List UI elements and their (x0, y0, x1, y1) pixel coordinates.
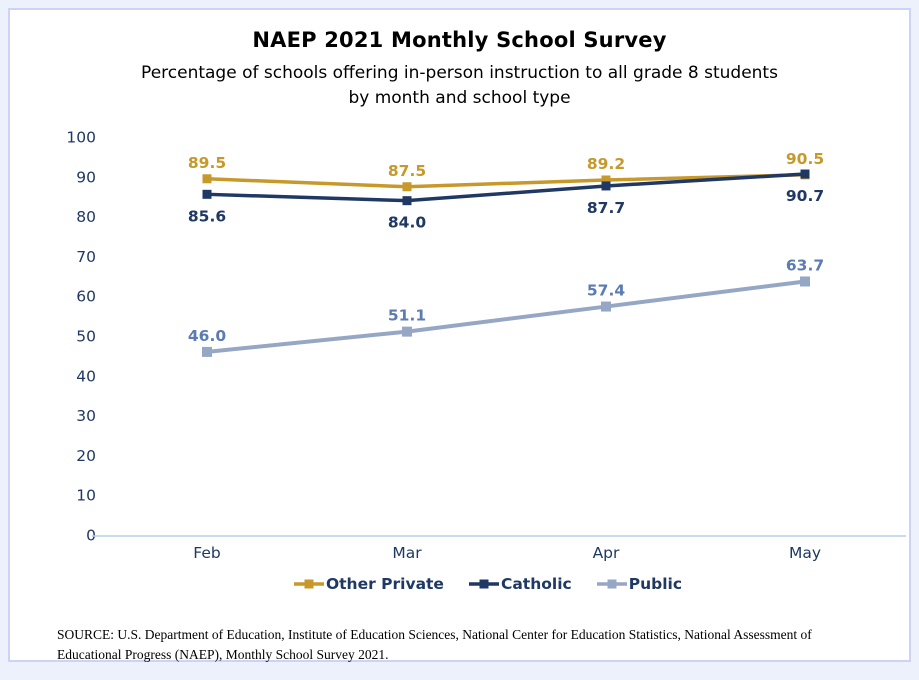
legend-marker-catholic-icon (468, 579, 499, 589)
legend-marker-other-private-icon (293, 579, 324, 589)
chart-subtitle: Percentage of schools offering in-person… (10, 61, 909, 111)
value-label-other-private-feb: 89.5 (188, 154, 226, 172)
chart-legend: Other Private Catholic Public (38, 575, 919, 593)
legend-label-catholic: Catholic (500, 575, 572, 593)
line-chart-plot: 0 10 20 30 40 50 60 70 80 90 100 Feb Mar Apr May 89.5 87… (66, 129, 906, 562)
x-label-apr: Apr (593, 544, 620, 562)
point-catholic-mar (402, 196, 412, 206)
x-label-mar: Mar (392, 544, 422, 562)
value-label-other-private-mar: 87.5 (388, 162, 426, 180)
value-label-public-feb: 46.0 (188, 327, 226, 345)
y-tick-0: 0 (86, 527, 96, 545)
series-line-catholic (206, 172, 806, 203)
value-label-catholic-apr: 87.7 (587, 199, 625, 217)
y-tick-40: 40 (76, 367, 96, 385)
y-tick-60: 60 (76, 288, 96, 306)
legend-item-other-private: Other Private (293, 575, 444, 593)
legend-item-catholic: Catholic (468, 575, 572, 593)
legend-item-public: Public (596, 575, 682, 593)
point-catholic-apr (601, 181, 611, 191)
series-line-public (206, 279, 806, 354)
y-tick-90: 90 (76, 168, 96, 186)
series-other-private: 89.5 87.5 89.2 90.5 (188, 150, 824, 192)
y-tick-10: 10 (76, 487, 96, 505)
value-label-other-private-apr: 89.2 (587, 155, 625, 173)
point-catholic-may (800, 169, 810, 179)
legend-label-public: Public (628, 575, 683, 593)
value-label-public-may: 63.7 (786, 256, 824, 274)
legend-label-other-private: Other Private (325, 575, 444, 593)
series-public: 46.0 51.1 57.4 63.7 (188, 256, 824, 357)
source-note: SOURCE: U.S. Department of Education, In… (57, 625, 892, 665)
value-label-other-private-may: 90.5 (786, 150, 824, 168)
value-label-catholic-may: 90.7 (786, 187, 824, 205)
point-public-may (800, 276, 810, 287)
legend-marker-public-icon (596, 579, 627, 589)
point-public-apr (601, 301, 611, 312)
y-tick-80: 80 (76, 208, 96, 226)
point-public-feb (202, 346, 212, 357)
point-public-mar (402, 326, 412, 337)
x-label-feb: Feb (193, 544, 220, 562)
point-other-private-apr (601, 175, 611, 185)
value-label-catholic-feb: 85.6 (188, 207, 226, 225)
point-other-private-mar (402, 182, 412, 192)
series-line-other-private (206, 173, 806, 189)
chart-page: NAEP 2021 Monthly School Survey Percenta… (8, 8, 911, 662)
point-other-private-feb (202, 174, 212, 184)
source-note-line1: SOURCE: U.S. Department of Education, In… (57, 627, 812, 642)
value-label-public-mar: 51.1 (388, 307, 426, 325)
y-tick-70: 70 (76, 248, 96, 266)
value-label-catholic-mar: 84.0 (388, 214, 426, 232)
chart-subtitle-line2: by month and school type (348, 88, 571, 108)
y-tick-100: 100 (66, 129, 96, 147)
source-note-line2: Educational Progress (NAEP), Monthly Sch… (57, 647, 389, 662)
x-label-may: May (789, 544, 821, 562)
series-catholic: 85.6 84.0 87.7 90.7 (188, 169, 824, 232)
value-label-public-apr: 57.4 (587, 282, 625, 300)
chart-subtitle-line1: Percentage of schools offering in-person… (141, 63, 778, 83)
y-tick-50: 50 (76, 328, 96, 346)
y-tick-20: 20 (76, 447, 96, 465)
y-tick-30: 30 (76, 407, 96, 425)
point-catholic-feb (202, 189, 212, 199)
chart-title: NAEP 2021 Monthly School Survey (252, 28, 667, 52)
